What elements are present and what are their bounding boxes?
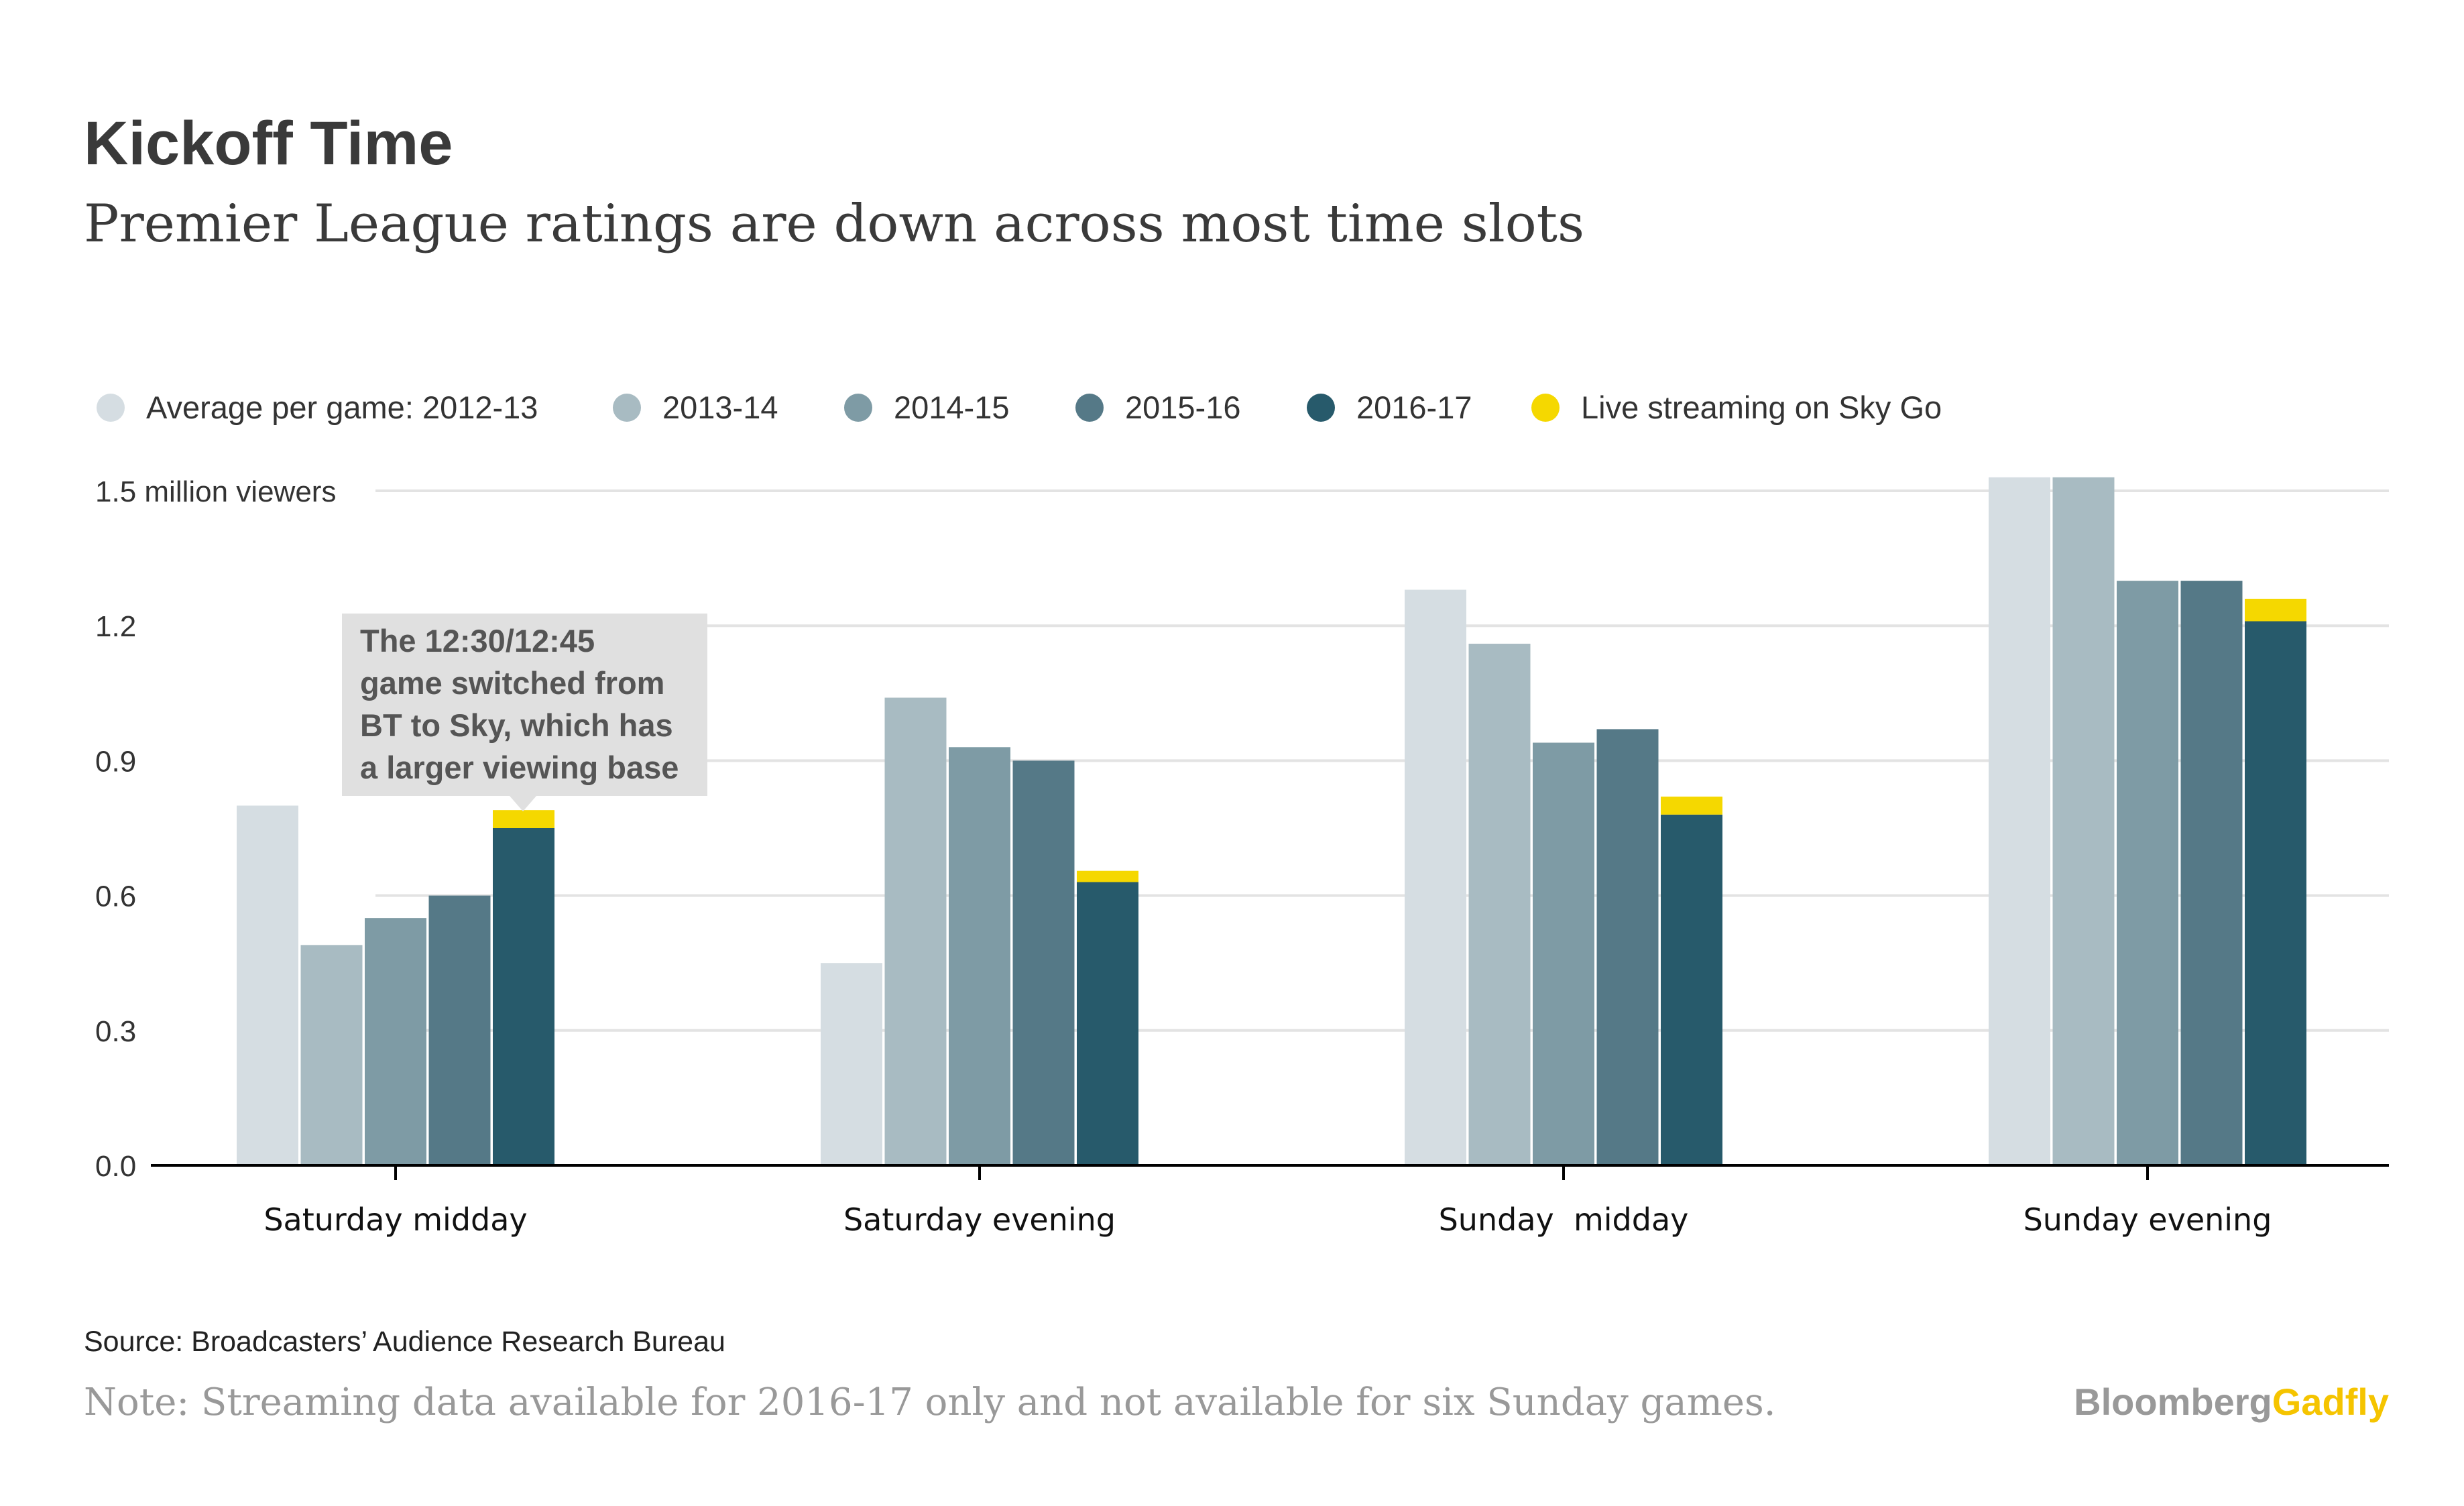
bar (1012, 760, 1075, 1165)
brand-logo-part: Bloomberg (2074, 1381, 2272, 1423)
legend-marker (1075, 394, 1104, 422)
annotation-line: BT to Sky, which has (360, 707, 673, 743)
footnote: Note: Streaming data available for 2016-… (84, 1381, 1776, 1424)
x-category-label: Sunday midday (1439, 1202, 1689, 1238)
legend-label: 2016-17 (1356, 390, 1472, 425)
annotation-callout: The 12:30/12:45 game switched from BT to… (342, 614, 707, 811)
legend-marker (1307, 394, 1335, 422)
y-tick-label: 1.2 (95, 610, 136, 643)
y-tick-label: 0.3 (95, 1015, 136, 1048)
legend-label: 2015-16 (1125, 390, 1241, 425)
bar (493, 828, 554, 1165)
y-tick-label: 0.6 (95, 880, 136, 913)
legend-marker (613, 394, 641, 422)
bar (1989, 477, 2050, 1165)
bar (300, 945, 363, 1165)
chart-subtitle: Premier League ratings are down across m… (84, 194, 1584, 254)
bar (365, 918, 426, 1165)
bar (2052, 477, 2115, 1165)
bar (2245, 621, 2306, 1165)
chart-title: Kickoff Time (84, 109, 453, 178)
bar (821, 963, 882, 1165)
bars (237, 477, 2306, 1165)
bar (1468, 644, 1531, 1165)
annotation-line: game switched from (360, 665, 664, 701)
bar (1405, 589, 1466, 1165)
bar (884, 697, 947, 1165)
bar (1533, 742, 1594, 1165)
legend-label: Live streaming on Sky Go (1581, 390, 1942, 425)
annotation-line: The 12:30/12:45 (360, 623, 595, 658)
bar (1661, 814, 1722, 1165)
annotation-line: a larger viewing base (360, 750, 679, 785)
y-tick-label: 1.5 million viewers (95, 475, 336, 508)
y-tick-label: 0.0 (95, 1150, 136, 1183)
bar (949, 747, 1010, 1165)
x-axis: Saturday midday Saturday evening Sunday mi… (151, 1164, 2389, 1238)
legend-label: Average per game: 2012-13 (146, 390, 538, 425)
brand-logo-part: Gadfly (2272, 1381, 2389, 1423)
x-category-label: Saturday evening (843, 1202, 1116, 1238)
y-tick-label: 0.9 (95, 745, 136, 778)
legend-label: 2014-15 (894, 390, 1010, 425)
bar (1077, 882, 1138, 1165)
legend-label: 2013-14 (662, 390, 778, 425)
bar (1596, 729, 1659, 1165)
bar (2180, 581, 2243, 1165)
streaming-bar (2245, 598, 2306, 622)
source-note: Source: Broadcasters’ Audience Research … (84, 1326, 725, 1358)
brand-logo: BloombergGadfly (2074, 1381, 2389, 1423)
legend-marker (1531, 394, 1560, 422)
annotation-pointer (510, 796, 536, 811)
bar (2117, 581, 2178, 1165)
annotation-box (342, 614, 707, 796)
legend-marker (844, 394, 872, 422)
streaming-bar (1661, 797, 1722, 815)
x-category-label: Saturday midday (263, 1202, 527, 1238)
bar (237, 805, 298, 1165)
legend: Average per game: 2012-13 2013-14 2014-15 2… (97, 390, 1942, 425)
bar (428, 895, 491, 1165)
legend-marker (97, 394, 125, 422)
streaming-bar (493, 810, 554, 828)
streaming-bar (1077, 870, 1138, 882)
x-category-label: Sunday evening (2023, 1202, 2272, 1238)
